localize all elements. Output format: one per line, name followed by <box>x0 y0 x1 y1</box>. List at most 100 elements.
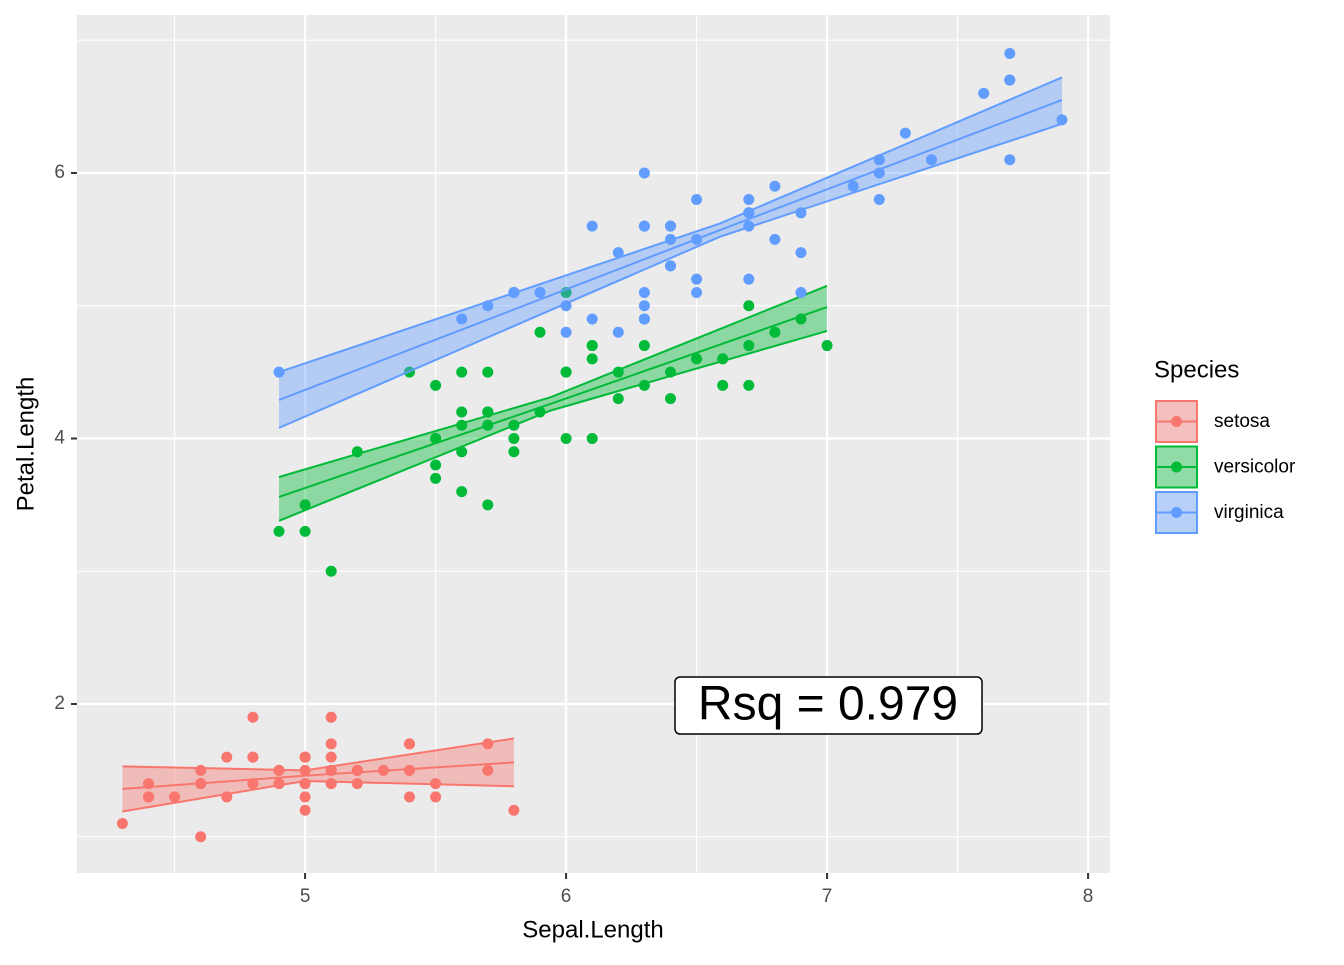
point <box>638 220 650 232</box>
point <box>508 286 520 298</box>
point <box>717 379 729 391</box>
point <box>273 764 285 776</box>
point <box>430 778 442 790</box>
y-tick-label: 4 <box>54 428 65 449</box>
annotation-box <box>674 676 983 735</box>
point <box>247 751 259 763</box>
point <box>273 778 285 790</box>
legend-point <box>1171 461 1182 473</box>
legend-point <box>1171 416 1182 427</box>
point <box>664 233 676 245</box>
point <box>1004 47 1016 59</box>
point <box>586 432 598 444</box>
point <box>743 220 755 232</box>
point <box>795 286 807 298</box>
x-tick-label: 6 <box>561 886 572 907</box>
point <box>534 326 546 338</box>
point <box>795 247 807 259</box>
y-tick-label: 2 <box>54 693 65 714</box>
y-axis-title: Petal.Length <box>12 377 39 512</box>
point <box>325 738 337 750</box>
point <box>430 459 442 471</box>
point <box>821 340 833 352</box>
legend-label: virginica <box>1214 502 1284 523</box>
point <box>325 711 337 723</box>
legend-title: Species <box>1154 356 1239 383</box>
point <box>195 831 207 843</box>
point <box>743 207 755 219</box>
point <box>482 366 494 378</box>
x-tick-label: 7 <box>822 886 833 907</box>
point <box>508 446 520 458</box>
point <box>664 393 676 405</box>
legend-point <box>1171 507 1182 518</box>
point <box>299 751 311 763</box>
point <box>143 791 155 803</box>
point <box>221 751 233 763</box>
point <box>1004 154 1016 166</box>
point <box>743 340 755 352</box>
point <box>456 406 468 418</box>
point <box>325 778 337 790</box>
point <box>743 300 755 312</box>
point <box>534 406 546 418</box>
point <box>691 233 703 245</box>
point <box>508 432 520 444</box>
point <box>769 326 781 338</box>
point <box>586 353 598 365</box>
point <box>560 300 572 312</box>
point <box>925 154 937 166</box>
point <box>664 366 676 378</box>
point <box>717 353 729 365</box>
point <box>873 194 885 206</box>
point <box>325 565 337 577</box>
point <box>351 764 363 776</box>
point <box>456 313 468 325</box>
point <box>743 379 755 391</box>
fit-line <box>278 99 1063 401</box>
legend-label: setosa <box>1214 411 1270 432</box>
point <box>560 366 572 378</box>
point <box>769 180 781 192</box>
point <box>1056 114 1068 126</box>
point <box>169 791 181 803</box>
point <box>612 326 624 338</box>
point <box>299 764 311 776</box>
band-edge <box>278 284 828 478</box>
point <box>560 432 572 444</box>
point <box>299 499 311 511</box>
point <box>612 393 624 405</box>
annotation: Rsq = 0.979 <box>698 678 958 731</box>
point <box>482 406 494 418</box>
point <box>978 87 990 99</box>
point <box>638 167 650 179</box>
point <box>430 791 442 803</box>
point <box>299 791 311 803</box>
point <box>534 286 546 298</box>
point <box>586 220 598 232</box>
point <box>299 804 311 816</box>
point <box>430 432 442 444</box>
point <box>116 817 128 829</box>
point <box>325 764 337 776</box>
x-axis-title: Sepal.Length <box>522 916 663 943</box>
point <box>586 313 598 325</box>
point <box>612 247 624 259</box>
point <box>664 220 676 232</box>
point <box>691 273 703 285</box>
point <box>664 260 676 272</box>
point <box>743 194 755 206</box>
point <box>482 764 494 776</box>
point <box>351 778 363 790</box>
point <box>482 499 494 511</box>
point <box>873 167 885 179</box>
point <box>247 711 259 723</box>
point <box>351 446 363 458</box>
point <box>456 486 468 498</box>
point <box>325 751 337 763</box>
point <box>195 778 207 790</box>
point <box>299 778 311 790</box>
point <box>586 340 598 352</box>
point <box>873 154 885 166</box>
y-tick-label: 6 <box>54 162 65 183</box>
